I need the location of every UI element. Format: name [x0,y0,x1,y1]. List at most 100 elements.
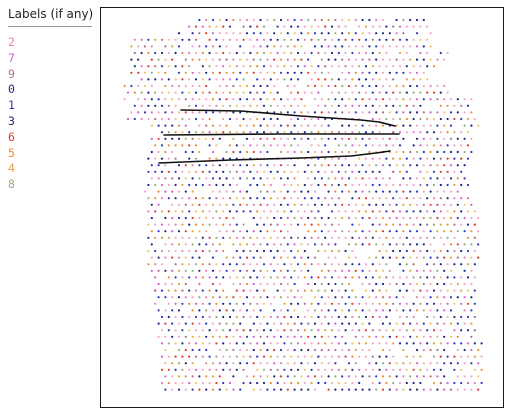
spot-dot [269,210,272,213]
spot-dot [463,362,466,365]
spot-dot [371,131,374,134]
spot-dot [310,289,313,292]
spot-dot [344,289,347,292]
spot-dot [381,362,385,365]
spot-dot [171,150,174,154]
spot-dot [395,84,398,88]
spot-dot [463,309,466,312]
spot-dot [276,197,279,200]
spot-dot [137,111,140,114]
spot-dot [334,150,337,154]
spot-dot [283,38,286,41]
spot-dot [330,91,334,94]
spot-dot [143,111,147,114]
spot-dot [337,197,340,200]
spot-dot [262,210,266,213]
spot-dot [368,45,371,48]
spot-dot [398,131,402,134]
label-item-3[interactable]: 3 [8,113,15,128]
spot-dot [337,276,340,279]
spot-dot [290,144,293,147]
annotation-canvas[interactable] [100,7,504,408]
spot-dot [337,236,340,239]
spot-dot [293,243,296,246]
spot-dot [470,98,473,101]
spot-dot [402,230,405,233]
spot-dot [157,322,160,325]
spot-dot [354,309,357,312]
spot-dot [198,256,201,259]
spot-dot [194,104,198,107]
spot-dot [409,45,412,48]
spot-dot [395,388,398,391]
spot-dot [398,65,402,68]
spot-dot [181,329,184,332]
spot-dot [290,78,293,81]
spot-dot [235,197,238,200]
spot-dot [242,381,245,385]
spot-dot [310,51,313,55]
label-item-1[interactable]: 1 [8,98,15,113]
label-item-9[interactable]: 9 [8,66,15,81]
spot-dot [273,190,276,193]
spot-dot [313,45,317,48]
spot-dot [313,203,317,206]
spot-dot [273,18,276,22]
spot-dot [324,197,327,200]
spot-dot [429,362,432,365]
spot-dot [364,104,368,107]
spot-dot [228,236,232,239]
spot-dot [398,315,402,319]
spot-dot [422,45,425,48]
spot-dot [368,84,371,88]
label-item-7[interactable]: 7 [8,50,15,65]
spot-dot [388,164,391,167]
spot-dot [443,282,446,286]
spot-dot [198,177,201,180]
label-item-0[interactable]: 0 [8,82,15,97]
label-item-2[interactable]: 2 [8,35,15,49]
label-item-8[interactable]: 8 [8,177,15,192]
spot-plot[interactable] [101,8,503,407]
spot-dot [463,177,466,180]
spot-dot [361,177,364,180]
spot-dot [290,329,293,332]
spot-dot [466,381,470,385]
spot-dot [211,58,215,61]
spot-dot [164,137,167,140]
spot-dot [164,322,167,325]
spot-dot [273,388,276,391]
spot-dot [194,355,198,358]
spot-dot [466,131,470,134]
spot-dot [211,164,215,167]
spot-dot [453,170,456,173]
spot-dot [368,335,371,338]
spot-dot [273,230,276,233]
spot-dot [252,84,255,88]
spot-dot [392,78,395,81]
spot-dot [378,51,381,55]
spot-dot [385,368,388,371]
spot-dot [412,381,415,385]
label-item-5[interactable]: 5 [8,145,15,160]
spot-dot [327,362,330,365]
spot-dot [392,38,395,41]
spot-dot [419,51,422,55]
spot-dot [256,302,259,305]
spot-dot [371,197,374,200]
spot-dot [157,256,160,259]
spot-dot [201,170,204,173]
spot-dot [307,322,310,325]
label-item-6[interactable]: 6 [8,129,15,144]
spot-dot [160,170,164,173]
spot-dot [398,144,402,147]
spot-dot [364,289,368,292]
spot-dot [320,137,323,140]
spot-dot [466,210,470,213]
label-item-4[interactable]: 4 [8,161,15,176]
spot-dot [188,289,191,292]
spot-dot [426,183,429,187]
spot-dot [422,137,425,140]
spot-dot [371,381,374,385]
